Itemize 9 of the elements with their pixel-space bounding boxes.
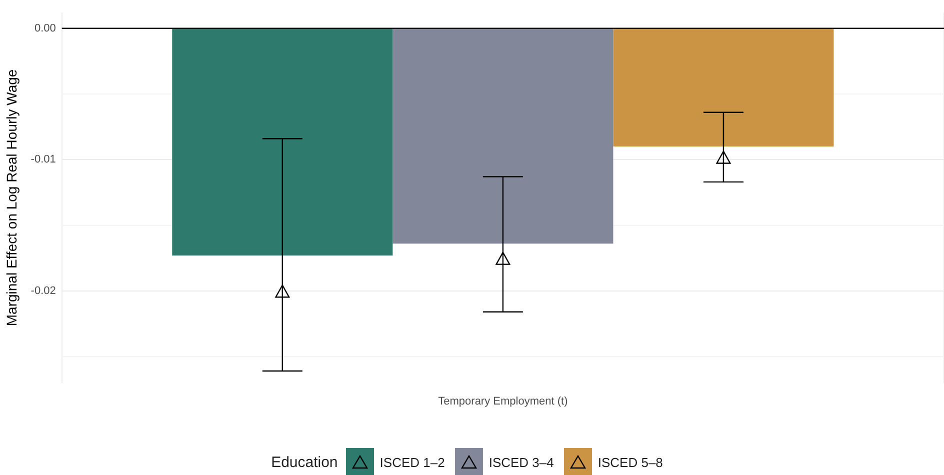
legend-label: ISCED 5–8: [598, 454, 663, 470]
legend-title: Education: [271, 454, 338, 470]
legend-label: ISCED 1–2: [380, 454, 445, 470]
x-tick-label: Temporary Employment (t): [438, 395, 568, 408]
y-tick-label: -0.02: [30, 284, 56, 297]
y-tick-label: -0.01: [30, 154, 56, 166]
y-tick-label: 0.00: [34, 22, 56, 34]
legend-label: ISCED 3–4: [488, 454, 554, 470]
y-axis-title: Marginal Effect on Log Real Hourly Wage: [3, 69, 20, 326]
